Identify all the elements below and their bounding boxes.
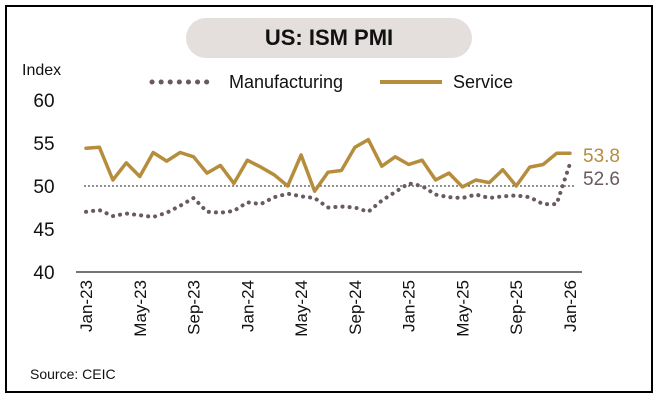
x-tick-label: Sep-24: [346, 280, 365, 335]
y-ticks: 40 45 50 55 60: [33, 91, 54, 284]
x-tick-label: Sep-23: [185, 280, 204, 335]
manufacturing-end-label: 52.6: [583, 169, 620, 190]
x-tick-label: May-23: [131, 280, 150, 337]
end-labels: 53.852.6: [583, 146, 620, 190]
y-tick-label: 40: [33, 263, 54, 284]
source-note: Source: CEIC: [30, 366, 116, 382]
x-tick-label: May-24: [292, 280, 311, 337]
x-tick-label: May-25: [453, 280, 472, 337]
x-tick-label: Sep-25: [507, 280, 526, 335]
series-layer: [84, 137, 572, 219]
x-tick-label: Jan-23: [77, 280, 96, 332]
x-tick-label: Jan-25: [400, 280, 419, 332]
x-tick-label: Jan-24: [238, 280, 257, 332]
x-ticks: Jan-23 May-23 Sep-23 Jan-24 May-24 Sep-24 Jan-…: [77, 280, 580, 337]
axes: [76, 185, 582, 273]
x-tick-label: Jan-26: [561, 280, 580, 332]
legend: Manufacturing Service: [149, 72, 513, 92]
legend-service-label: Service: [453, 72, 513, 92]
chart-title: US: ISM PMI: [264, 25, 394, 50]
y-tick-label: 60: [33, 91, 54, 112]
service-line: [84, 137, 572, 193]
y-tick-label: 55: [33, 134, 54, 155]
service-end-label: 53.8: [583, 146, 620, 167]
manufacturing-line: [84, 161, 572, 219]
y-tick-label: 50: [33, 177, 54, 198]
chart-title-pill: US: ISM PMI: [186, 18, 472, 58]
legend-manufacturing-label: Manufacturing: [229, 72, 343, 92]
y-tick-label: 45: [33, 220, 54, 241]
y-axis-label: Index: [22, 62, 62, 79]
chart-frame: [5, 5, 653, 393]
